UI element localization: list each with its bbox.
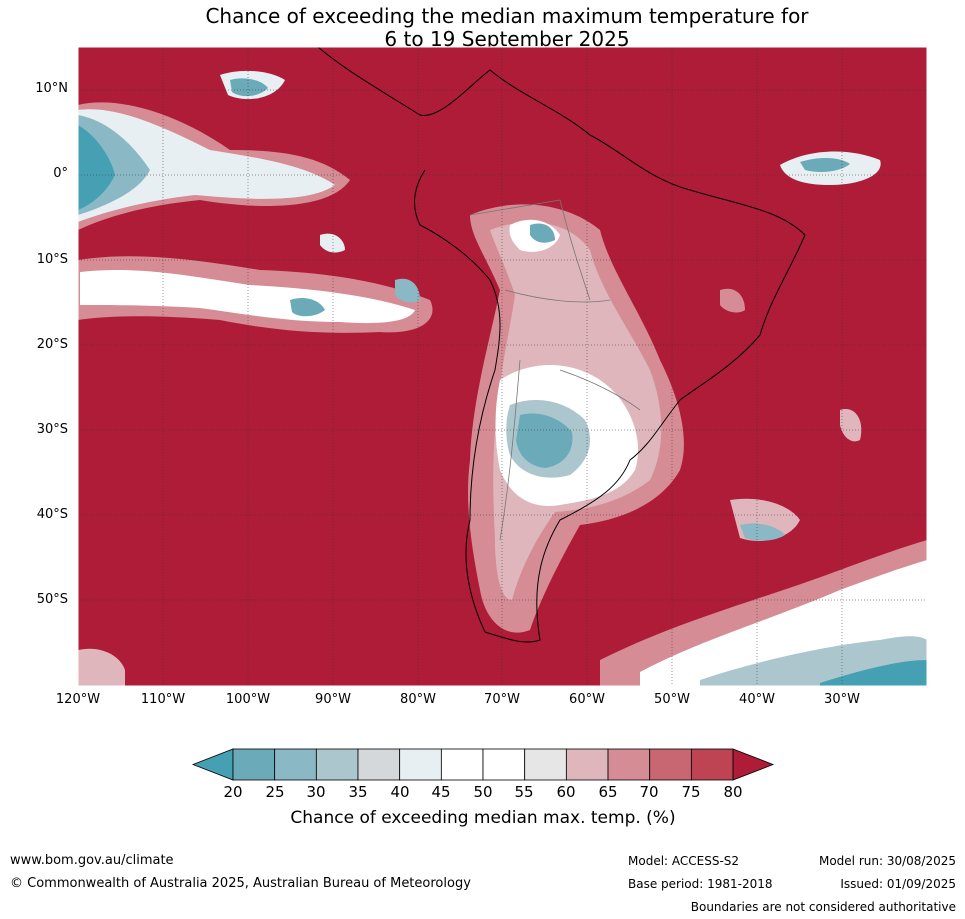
atlantic-neutral-patches [720, 151, 881, 541]
colorbar-tick: 65 [598, 783, 618, 801]
colorbar-tick: 45 [431, 783, 451, 801]
lon-label: 100°W [225, 692, 271, 707]
colorbar-cell [399, 748, 442, 781]
colorbar-cell [649, 748, 692, 781]
lon-label: 40°W [739, 692, 775, 707]
colorbar-label: Chance of exceeding median max. temp. (%… [290, 808, 676, 828]
lat-label: 30°S [36, 422, 68, 437]
lon-label: 110°W [140, 692, 186, 707]
colorbar-cell [315, 748, 359, 781]
colorbar-tick: 20 [223, 783, 243, 801]
lat-label: 10°N [35, 81, 68, 96]
colorbar-cell [440, 748, 484, 781]
colorbar-tick: 80 [723, 783, 743, 801]
colorbar-extend-high [732, 748, 775, 781]
chart-title-line1: Chance of exceeding the median maximum t… [205, 4, 809, 28]
south-america-neutral-region [468, 204, 684, 633]
lon-label: 60°W [569, 692, 605, 707]
lat-label: 50°S [36, 592, 68, 607]
colorbar-tick: 60 [556, 783, 576, 801]
coastline [317, 47, 806, 643]
colorbar-cell [524, 748, 567, 781]
lat-label: 20°S [36, 337, 68, 352]
lat-label: 10°S [36, 252, 68, 267]
model-name: Model: ACCESS-S2 [628, 854, 740, 868]
lon-label: 80°W [400, 692, 436, 707]
colorbar-tick: 75 [681, 783, 701, 801]
colorbar-tick: 70 [639, 783, 659, 801]
colorbar-tick: 35 [348, 783, 368, 801]
colorbar-cell [482, 748, 526, 781]
lon-label: 70°W [484, 692, 520, 707]
graticule [78, 47, 927, 686]
south-pacific-neutral-band [78, 233, 433, 333]
colorbar-tick: 50 [473, 783, 493, 801]
colorbar-cell [232, 748, 276, 781]
chart-title-line2: 6 to 19 September 2025 [384, 27, 630, 51]
website-link[interactable]: www.bom.gov.au/climate [10, 853, 174, 868]
model-run-date: Model run: 30/08/2025 [818, 854, 956, 868]
lat-label: 0° [53, 166, 68, 181]
issued-date: Issued: 01/09/2025 [840, 877, 956, 891]
colorbar-cell [607, 748, 651, 781]
base-period: Base period: 1981-2018 [628, 877, 773, 891]
country-borders [469, 199, 641, 541]
lon-label: 30°W [824, 692, 860, 707]
lat-label: 40°S [36, 507, 68, 522]
colorbar-tick: 55 [514, 783, 534, 801]
colorbar-cell [357, 748, 401, 781]
colorbar-cell [690, 748, 734, 781]
copyright-text: © Commonwealth of Australia 2025, Austra… [10, 876, 471, 891]
boundaries-disclaimer: Boundaries are not considered authoritat… [690, 900, 956, 914]
colorbar-extend-low [191, 748, 234, 781]
pacific-neutral-region [78, 70, 350, 230]
colorbar-tick: 25 [265, 783, 285, 801]
southern-ocean-neutral-region [78, 540, 927, 686]
lon-label: 50°W [654, 692, 690, 707]
colorbar-tick: 40 [390, 783, 410, 801]
colorbar-tick: 30 [306, 783, 326, 801]
lon-label: 120°W [55, 692, 101, 707]
colorbar-cell [565, 748, 609, 781]
lon-label: 90°W [315, 692, 351, 707]
colorbar-cells [191, 748, 775, 781]
colorbar-cell [274, 748, 317, 781]
